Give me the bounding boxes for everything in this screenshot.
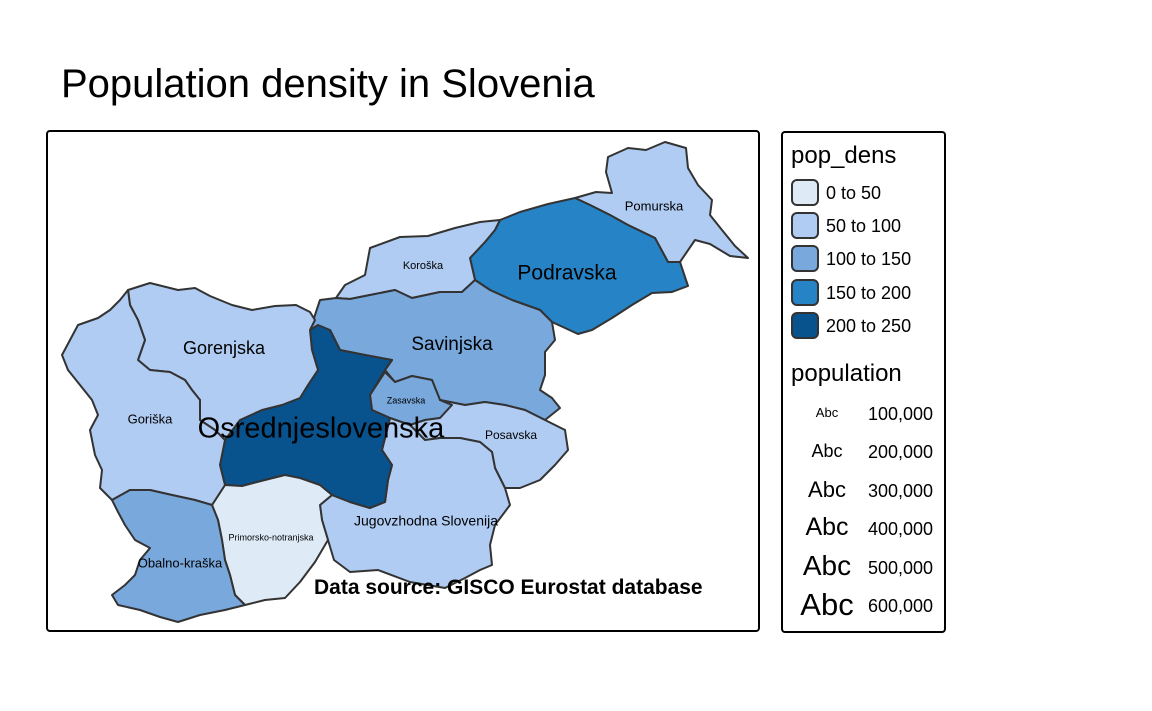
label-primorsko-notranjska: Primorsko-notranjska	[228, 532, 313, 542]
legend-size-label-5: 600,000	[868, 596, 934, 616]
label-koroska: Koroška	[403, 260, 444, 272]
map-title: Population density in Slovenia	[61, 62, 595, 106]
legend-size-label-0: 100,000	[868, 404, 934, 424]
legend-size-label-4: 500,000	[868, 558, 934, 578]
legend-swatch-label-4: 200 to 250	[826, 316, 912, 336]
legend-swatch-2	[791, 245, 819, 272]
legend-swatch-1	[791, 212, 819, 239]
legend-swatch-label-0: 0 to 50	[826, 183, 882, 203]
legend-size-sample-5: Abc	[800, 587, 854, 622]
legend-size-sample-1: Abc	[811, 441, 843, 461]
legend-swatch-0	[791, 179, 819, 206]
legend-size-sample-3: Abc	[805, 513, 849, 541]
data-source-credit: Data source: GISCO Eurostat database	[314, 576, 703, 599]
legend-swatch-3	[791, 279, 819, 306]
legend-swatch-label-3: 150 to 200	[826, 283, 912, 303]
legend-fill-title: pop_dens	[791, 142, 897, 169]
label-pomurska: Pomurska	[625, 198, 684, 213]
label-osrednjeslovenska: Osrednjeslovenska	[198, 413, 445, 445]
label-zasavska: Zasavska	[387, 395, 426, 405]
legend-size-label-3: 400,000	[868, 519, 934, 539]
legend-swatch-label-2: 100 to 150	[826, 249, 912, 269]
label-podravska: Podravska	[517, 262, 617, 285]
label-posavska: Posavska	[485, 428, 537, 442]
label-gorenjska: Gorenjska	[183, 338, 266, 358]
legend-panel	[781, 131, 946, 633]
label-goriska: Goriška	[128, 411, 174, 426]
legend-size-label-2: 300,000	[868, 481, 934, 501]
label-obalno-kraska: Obalno-kraška	[138, 555, 223, 570]
legend-size-sample-4: Abc	[802, 550, 852, 581]
region-obalno-kraska	[111, 489, 246, 623]
label-jugovzhodna-slovenija: Jugovzhodna Slovenija	[354, 513, 498, 529]
legend-size-sample-0: Abc	[815, 405, 839, 420]
label-savinjska: Savinjska	[411, 334, 493, 355]
legend-swatch-4	[791, 312, 819, 339]
legend-size-label-1: 200,000	[868, 442, 934, 462]
legend-size-title: population	[791, 360, 902, 387]
legend-swatch-label-1: 50 to 100	[826, 216, 902, 236]
legend-size-sample-2: Abc	[808, 477, 846, 502]
